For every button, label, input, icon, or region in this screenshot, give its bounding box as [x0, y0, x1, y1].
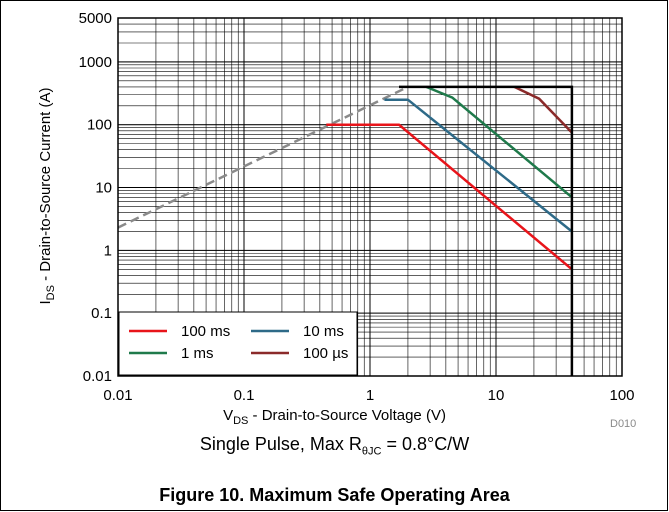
y-tick-label: 10	[95, 180, 112, 197]
figure-code: D010	[610, 418, 637, 430]
y-tick-label: 1000	[79, 54, 112, 71]
x-axis-label: VDS - Drain-to-Source Voltage (V)	[223, 407, 446, 427]
y-axis-label: IDS - Drain-to-Source Current (A)	[37, 87, 57, 305]
legend-label: 1 ms	[181, 345, 214, 362]
plot-border	[117, 17, 623, 377]
x-tick-label: 1	[366, 387, 374, 404]
figure-title: Figure 10. Maximum Safe Operating Area	[159, 485, 510, 505]
y-tick-label: 0.1	[91, 305, 112, 322]
legend-label: 100 µs	[303, 345, 348, 362]
legend-label: 100 ms	[181, 323, 230, 340]
rds-on-limit-line	[117, 85, 409, 229]
series-line	[513, 85, 573, 134]
series-line	[384, 98, 573, 233]
x-tick-label: 100	[609, 387, 634, 404]
series-layer	[117, 85, 574, 376]
legend: 100 ms 10 ms 1 ms 100 µs	[118, 311, 358, 376]
legend-label: 10 ms	[303, 323, 344, 340]
tick-label-layer: 0.01 0.1 1 10 100 0.01 0.1 1 10 100 1000 5000	[79, 10, 635, 404]
y-tick-label: 100	[87, 117, 112, 134]
y-tick-label: 5000	[79, 10, 112, 27]
legend-box	[118, 311, 358, 376]
soa-boundary-line	[399, 85, 574, 376]
y-tick-label: 1	[104, 242, 112, 259]
series-line	[326, 123, 573, 271]
chart-note: Single Pulse, Max RθJC = 0.8°C/W	[199, 434, 470, 458]
x-tick-label: 10	[488, 387, 505, 404]
series-line	[425, 85, 573, 199]
x-tick-label: 0.01	[103, 387, 132, 404]
x-tick-label: 0.1	[234, 387, 255, 404]
y-tick-label: 0.01	[83, 368, 112, 385]
